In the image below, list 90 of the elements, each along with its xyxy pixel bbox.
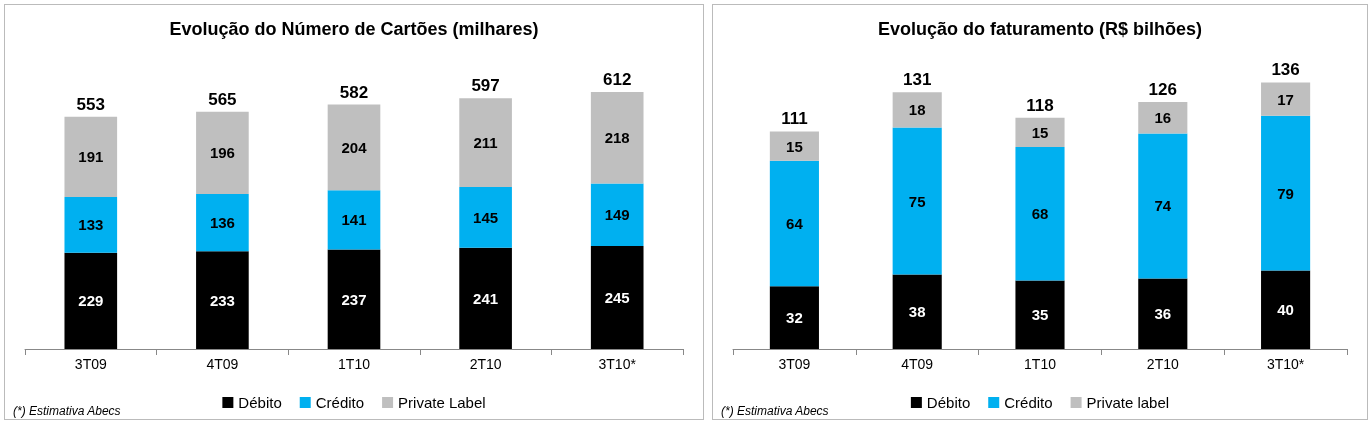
bar — [327, 249, 381, 349]
data-label: 245 — [604, 289, 630, 307]
text: (*) Estimativa Abecs — [721, 404, 829, 418]
x-tick-label: 1T10 — [338, 356, 371, 372]
data-label: 233 — [209, 291, 235, 309]
x-tick-label: 4T09 — [901, 356, 934, 372]
x-tick-label: 4T09 — [206, 356, 239, 372]
data-label: 241 — [473, 289, 499, 307]
chart-title: Evolução do faturamento (R$ bilhões) — [877, 19, 1203, 39]
total-label: 126 — [1148, 80, 1177, 100]
data-label: 68 — [1031, 205, 1049, 223]
data-label: 74 — [1154, 197, 1172, 215]
bar — [196, 111, 249, 195]
bar — [1138, 133, 1188, 279]
bar — [64, 252, 118, 349]
x-tick-label: 2T10 — [469, 356, 502, 372]
legend-label: Débito — [926, 394, 971, 411]
data-label: 218 — [604, 129, 630, 147]
x-tick-label: 2T10 — [1146, 356, 1179, 372]
legend-label: Private label — [1086, 394, 1170, 411]
legend-label: Crédito — [1004, 394, 1053, 411]
legend-label: Crédito — [315, 394, 365, 411]
data-label: 211 — [473, 134, 498, 152]
data-label: 196 — [209, 144, 235, 162]
total-label: 565 — [208, 89, 237, 109]
bar — [769, 131, 819, 161]
legend-label: Private Label — [398, 394, 486, 411]
bar — [1015, 147, 1065, 281]
bar — [196, 194, 249, 252]
bar — [64, 116, 118, 197]
bar — [892, 274, 942, 349]
data-label: 204 — [341, 138, 368, 156]
text: (*) Estimativa Abecs — [13, 404, 121, 418]
bar — [769, 160, 819, 287]
data-label: 79 — [1277, 184, 1294, 202]
bar — [327, 190, 381, 250]
data-label: 64 — [786, 215, 804, 233]
chart-title: Evolução do Número de Cartões (milhares) — [169, 19, 539, 39]
x-tick-label: 3T09 — [778, 356, 811, 372]
bar — [590, 91, 644, 184]
bar — [590, 246, 644, 349]
bar — [327, 104, 381, 191]
data-label: 149 — [604, 206, 630, 224]
bar — [459, 98, 512, 187]
bar — [459, 247, 512, 349]
data-label: 75 — [908, 192, 926, 210]
data-label: 36 — [1154, 305, 1172, 323]
legend-label: Débito — [238, 394, 282, 411]
data-label: 15 — [786, 137, 803, 155]
total-label: 553 — [76, 94, 105, 114]
bar — [1015, 280, 1065, 349]
bar — [590, 183, 644, 247]
data-label: 18 — [908, 101, 926, 119]
data-label: 15 — [1031, 123, 1049, 141]
total-label: 582 — [339, 82, 369, 102]
data-label: 229 — [78, 292, 104, 310]
x-tick-label: 3T10* — [598, 356, 637, 372]
bar — [1261, 82, 1311, 116]
data-label: 136 — [209, 214, 235, 232]
data-label: 191 — [78, 148, 104, 166]
bar — [64, 196, 118, 253]
data-label: 237 — [341, 290, 367, 308]
data-label: 38 — [908, 303, 926, 321]
x-tick-label: 1T10 — [1024, 356, 1057, 372]
bar — [459, 186, 512, 248]
bar — [196, 251, 249, 349]
total-label: 131 — [903, 70, 932, 90]
data-label: 16 — [1154, 109, 1172, 127]
data-label: 32 — [786, 309, 803, 327]
data-label: 35 — [1031, 306, 1049, 324]
bar — [1261, 270, 1311, 349]
bar — [1261, 115, 1311, 271]
bar — [892, 92, 942, 128]
data-label: 17 — [1277, 90, 1294, 108]
bar — [1138, 102, 1188, 134]
total-label: 136 — [1271, 60, 1300, 80]
x-tick-label: 3T09 — [74, 356, 107, 372]
data-label: 145 — [473, 208, 499, 226]
bar — [769, 286, 819, 349]
bar — [1015, 117, 1065, 148]
total-label: 118 — [1026, 95, 1054, 115]
data-label: 133 — [78, 216, 104, 234]
bar — [892, 127, 942, 275]
bar — [1138, 278, 1188, 349]
total-label: 111 — [781, 109, 808, 129]
data-label: 141 — [341, 211, 367, 229]
data-label: 40 — [1277, 301, 1294, 319]
total-label: 597 — [471, 76, 500, 96]
total-label: 612 — [603, 69, 632, 89]
x-tick-label: 3T10* — [1266, 356, 1305, 372]
